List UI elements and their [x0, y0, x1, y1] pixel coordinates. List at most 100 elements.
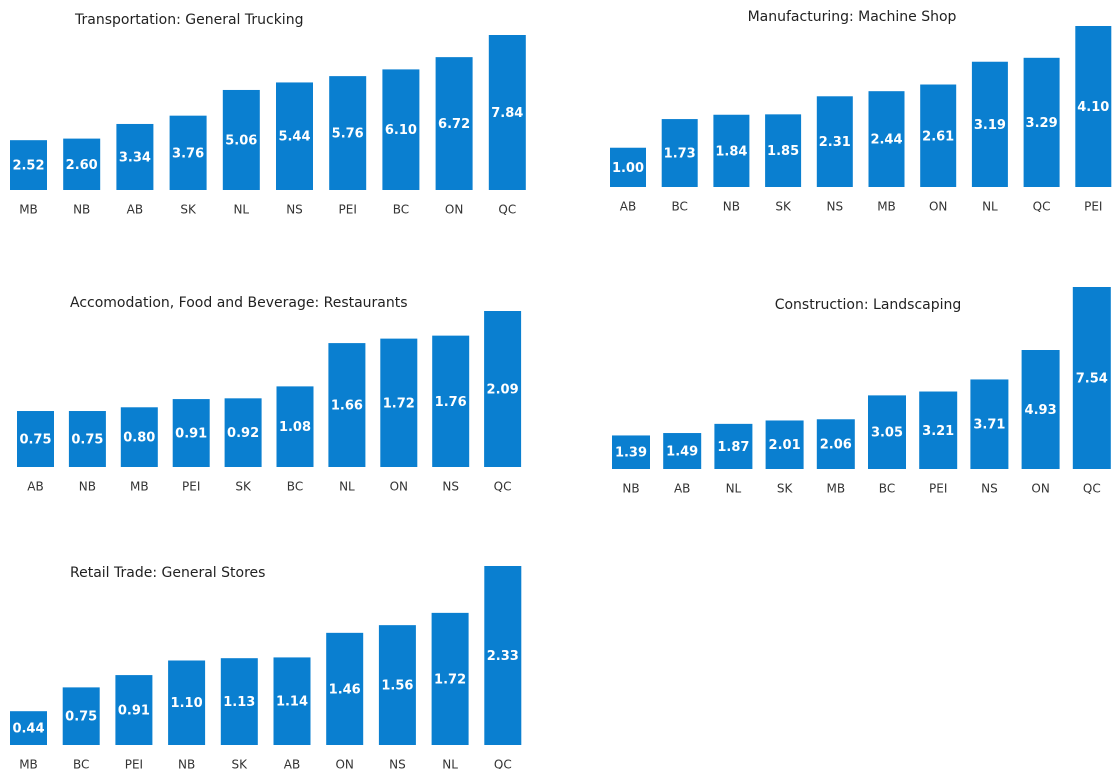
value-label: 3.71 — [973, 418, 1005, 433]
x-tick-label: NB — [723, 200, 740, 214]
x-tick-label: PEI — [929, 482, 947, 496]
value-label: 2.52 — [12, 159, 44, 174]
x-tick-label: NL — [982, 200, 998, 214]
bar — [326, 632, 364, 745]
x-tick-label: SK — [180, 203, 197, 217]
value-label: 2.61 — [922, 129, 954, 144]
x-tick-label: PEI — [125, 758, 143, 769]
x-tick-label: SK — [775, 200, 792, 214]
x-tick-label: QC — [494, 758, 512, 769]
value-label: 7.84 — [491, 106, 523, 121]
x-tick-label: ON — [1031, 482, 1049, 496]
value-label: 1.84 — [715, 144, 747, 159]
bar — [816, 96, 853, 187]
value-label: 1.56 — [381, 679, 413, 694]
value-label: 1.87 — [717, 440, 749, 455]
bar — [1023, 57, 1060, 188]
value-label: 0.92 — [227, 426, 259, 441]
x-tick-label: NB — [622, 482, 639, 496]
value-label: 1.76 — [435, 395, 467, 410]
value-label: 2.31 — [819, 135, 851, 150]
value-label: 1.85 — [767, 144, 799, 159]
x-tick-label: QC — [1033, 200, 1051, 214]
x-tick-label: MB — [827, 482, 846, 496]
bar — [63, 138, 101, 190]
value-label: 0.75 — [19, 433, 51, 448]
bar — [120, 407, 158, 467]
value-label: 0.91 — [118, 704, 150, 719]
value-label: 2.06 — [820, 438, 852, 453]
bar — [713, 114, 750, 187]
x-tick-label: PEI — [182, 480, 200, 494]
value-label: 3.21 — [922, 424, 954, 439]
x-tick-label: NS — [286, 203, 303, 217]
x-tick-label: AB — [674, 482, 690, 496]
value-label: 2.33 — [487, 649, 519, 664]
x-tick-label: QC — [494, 480, 512, 494]
value-label: 4.10 — [1077, 100, 1109, 115]
value-label: 2.60 — [66, 158, 98, 173]
bar — [868, 91, 905, 187]
bar — [484, 311, 522, 467]
bar — [10, 711, 47, 745]
x-tick-label: BC — [671, 200, 687, 214]
value-label: 2.09 — [487, 383, 519, 398]
x-tick-label: AB — [27, 480, 43, 494]
bar — [62, 687, 100, 745]
value-label: 4.93 — [1025, 403, 1057, 418]
bar — [431, 612, 469, 745]
chart-title: Retail Trade: General Stores — [70, 565, 265, 581]
x-tick-label: NS — [827, 200, 844, 214]
bar — [224, 398, 262, 467]
bar — [1021, 350, 1060, 469]
value-label: 1.00 — [612, 161, 644, 176]
bar — [488, 35, 526, 190]
bar — [168, 660, 206, 745]
bar — [661, 119, 698, 187]
bar — [220, 658, 258, 745]
x-tick-label: PEI — [1084, 200, 1102, 214]
bar — [10, 140, 47, 190]
x-tick-label: ON — [335, 758, 353, 769]
x-tick-label: AB — [620, 200, 636, 214]
value-label: 1.49 — [666, 445, 698, 460]
x-tick-label: NB — [79, 480, 96, 494]
x-tick-label: NL — [442, 758, 458, 769]
value-label: 0.44 — [12, 722, 44, 737]
bar — [970, 379, 1009, 469]
value-label: 5.06 — [225, 133, 257, 148]
value-label: 1.13 — [223, 695, 255, 710]
value-label: 7.54 — [1076, 372, 1108, 387]
x-tick-label: NS — [981, 482, 998, 496]
x-tick-label: ON — [929, 200, 947, 214]
bar — [222, 89, 260, 190]
bar — [765, 420, 804, 469]
chart-title: Accomodation, Food and Beverage: Restaur… — [70, 295, 408, 311]
value-label: 1.73 — [664, 147, 696, 162]
x-tick-label: ON — [390, 480, 408, 494]
value-label: 1.72 — [434, 672, 466, 687]
bar — [1072, 287, 1111, 469]
value-label: 0.80 — [123, 431, 155, 446]
bar — [920, 84, 957, 187]
x-tick-label: MB — [130, 480, 149, 494]
bar — [115, 675, 153, 745]
x-tick-label: BC — [73, 758, 89, 769]
x-tick-label: SK — [232, 758, 249, 769]
x-tick-label: PEI — [339, 203, 357, 217]
x-tick-label: AB — [127, 203, 143, 217]
value-label: 6.10 — [385, 123, 417, 138]
bar — [276, 386, 314, 467]
value-label: 0.75 — [71, 433, 103, 448]
bar — [382, 69, 420, 190]
x-tick-label: QC — [1083, 482, 1101, 496]
x-tick-label: NL — [233, 203, 249, 217]
value-label: 2.44 — [870, 133, 902, 148]
x-tick-label: SK — [777, 482, 794, 496]
value-label: 1.08 — [279, 420, 311, 435]
x-tick-label: BC — [879, 482, 895, 496]
bar — [816, 419, 855, 469]
value-label: 5.44 — [278, 130, 310, 145]
value-label: 1.46 — [329, 682, 361, 697]
bar — [68, 411, 106, 467]
